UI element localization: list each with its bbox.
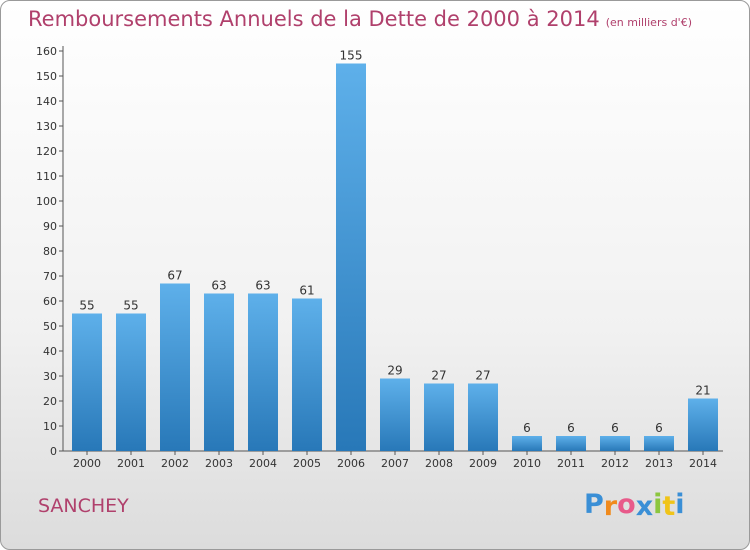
y-tick-label: 50 [43,320,57,333]
x-tick-label: 2011 [557,457,585,470]
bar-value-label: 55 [79,299,94,313]
proxiti-logo[interactable]: Proxiti [584,489,685,522]
bar-value-label: 155 [340,49,363,63]
x-tick-label: 2005 [293,457,321,470]
y-tick-label: 70 [43,270,57,283]
bar-2007[interactable] [380,378,410,452]
bar-2000[interactable] [72,313,102,452]
x-tick-label: 2010 [513,457,541,470]
bar-value-label: 63 [211,279,226,293]
bar-2009[interactable] [468,383,498,452]
logo-letter: t [662,491,676,522]
y-tick-label: 40 [43,345,57,358]
y-tick-label: 130 [36,120,57,133]
bar-value-label: 61 [299,284,314,298]
chart-title: Remboursements Annuels de la Dette de 20… [28,7,692,31]
bar-value-label: 63 [255,279,270,293]
bar-2006[interactable] [336,63,366,452]
y-tick-label: 120 [36,145,57,158]
logo-letter: r [603,491,618,522]
bar-2004[interactable] [248,293,278,452]
bar-2011[interactable] [556,436,586,451]
bar-value-label: 21 [695,384,710,398]
y-tick-label: 110 [36,170,57,183]
x-tick-label: 2013 [645,457,673,470]
bar-value-label: 29 [387,364,402,378]
y-tick-label: 100 [36,195,57,208]
bar-2002[interactable] [160,283,190,452]
bar-2013[interactable] [644,436,674,451]
x-tick-label: 2000 [73,457,101,470]
chart-subtitle: (en milliers d'€) [605,16,692,29]
y-tick-label: 150 [36,70,57,83]
bar-value-label: 67 [167,269,182,283]
axes: 0 10 20 30 40 50 60 70 80 90 100 110 120 130 140 150 160… [36,45,723,470]
x-tick-label: 2012 [601,457,629,470]
y-tick-label: 140 [36,95,57,108]
bar-value-label: 6 [567,421,575,435]
y-tick-label: 10 [43,420,57,433]
bar-2014[interactable] [688,398,718,452]
y-tick-label: 160 [36,45,57,58]
x-tick-label: 2007 [381,457,409,470]
x-tick-label: 2006 [337,457,365,470]
x-tick-label: 2009 [469,457,497,470]
x-tick-label: 2001 [117,457,145,470]
bar-value-label: 55 [123,299,138,313]
logo-letter: o [617,489,636,520]
bar-value-label: 27 [431,369,446,383]
bar-value-label: 6 [611,421,619,435]
bar-value-label: 6 [523,421,531,435]
bars: 55 55 67 63 63 61 155 29 27 27 6 6 6 6 21 [72,49,718,452]
x-tick-label: 2003 [205,457,233,470]
x-tick-label: 2002 [161,457,189,470]
x-tick-label: 2004 [249,457,277,470]
bar-2001[interactable] [116,313,146,452]
bar-2003[interactable] [204,293,234,452]
logo-letter: x [635,491,654,522]
chart-title-text: Remboursements Annuels de la Dette de 20… [28,7,600,31]
bar-2008[interactable] [424,383,454,452]
town-name: SANCHEY [38,495,129,517]
bar-2005[interactable] [292,298,322,452]
logo-letter: P [584,489,604,520]
bar-value-label: 6 [655,421,663,435]
y-tick-label: 0 [50,445,57,458]
y-tick-label: 90 [43,220,57,233]
x-tick-label: 2014 [689,457,717,470]
logo-letter: i [675,489,685,520]
y-tick-label: 30 [43,370,57,383]
logo-letter: i [653,489,663,520]
y-tick-label: 80 [43,245,57,258]
x-tick-label: 2008 [425,457,453,470]
bar-value-label: 27 [475,369,490,383]
y-tick-label: 20 [43,395,57,408]
bar-2010[interactable] [512,436,542,451]
y-tick-label: 60 [43,295,57,308]
bar-2012[interactable] [600,436,630,451]
